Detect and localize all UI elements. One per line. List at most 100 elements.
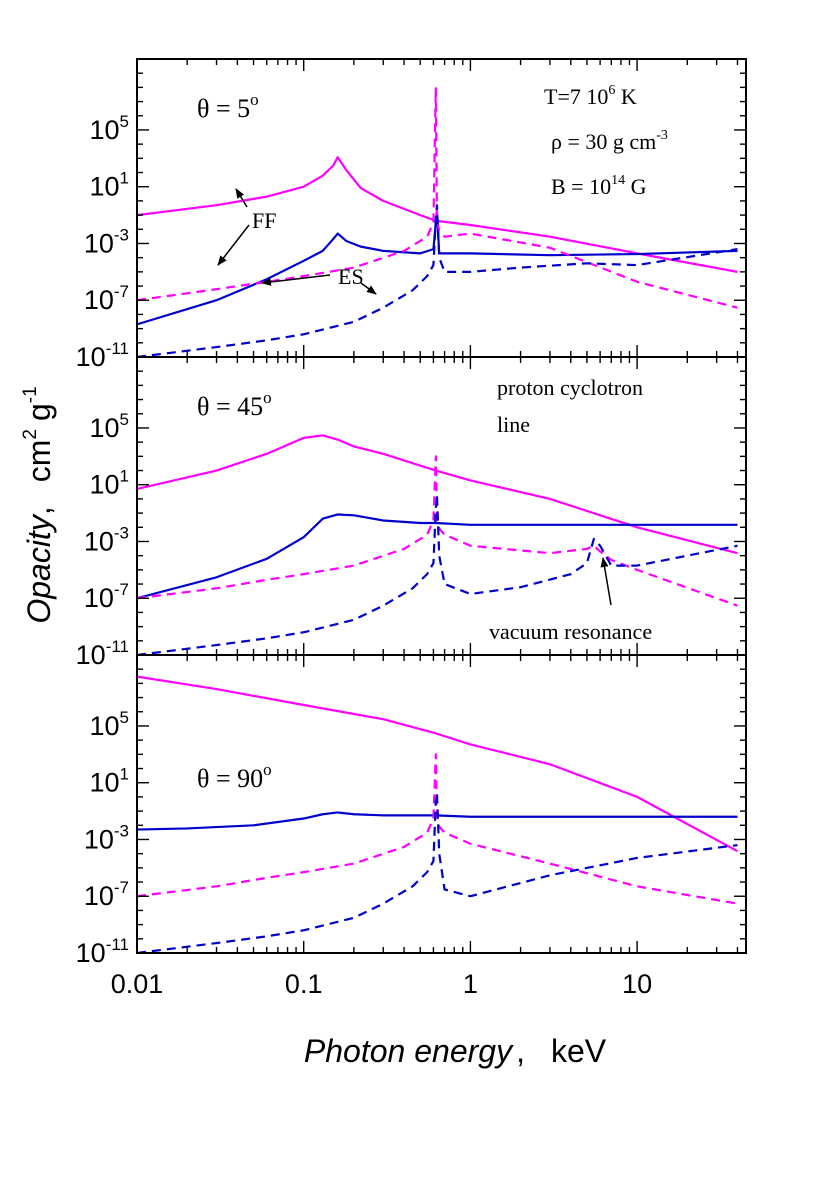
y-tick-base: 10 <box>84 583 114 613</box>
y-axis-title: Opacity, cm2 g-1 <box>20 386 57 623</box>
y-tick-label-middle: 105 <box>89 410 129 443</box>
theta-label-top: θ = 5o <box>197 90 259 123</box>
y-tick-labels: 10510110-310-710-1110510110-310-710-1110… <box>76 112 129 968</box>
field-unit: G <box>625 174 647 199</box>
x-axis-title-unit: keV <box>551 1033 607 1069</box>
y-axis-unit-g: g <box>21 403 57 421</box>
y-tick-base: 10 <box>76 938 106 968</box>
y-tick-exponent: 5 <box>120 410 129 429</box>
temperature-label: T=7 106 K <box>544 83 637 109</box>
y-tick-exponent: -3 <box>114 821 129 840</box>
es-arrow-dashed <box>360 282 377 295</box>
panel-frame-bottom <box>136 654 747 954</box>
y-tick-base: 10 <box>84 228 114 258</box>
theta-label-middle: θ = 45o <box>197 388 272 421</box>
series-line-blue-dashed-bottom <box>137 791 738 953</box>
theta-sup-bottom: o <box>263 760 272 779</box>
y-tick-label-middle: 10-7 <box>84 580 129 613</box>
y-tick-label-bottom: 10-7 <box>84 878 129 911</box>
temperature-text: T=7 10 <box>544 84 608 109</box>
cyclotron-label-line1: proton cyclotron <box>497 375 643 400</box>
theta-text-bottom: θ = 90 <box>197 764 263 793</box>
y-tick-base: 10 <box>84 526 114 556</box>
y-axis-title-group: Opacity, cm2 g-1 <box>20 386 57 623</box>
es-label: ES <box>338 264 364 289</box>
es-arrow-solid <box>261 274 331 286</box>
y-tick-exponent: -7 <box>114 580 129 599</box>
temperature-exp: 6 <box>608 83 615 98</box>
y-tick-exponent: -7 <box>114 282 129 301</box>
panels-layer <box>136 58 747 954</box>
y-tick-base: 10 <box>89 768 119 798</box>
series-line-magenta-dashed-top <box>137 86 738 309</box>
y-tick-base: 10 <box>89 172 119 202</box>
x-tick-label: 0.1 <box>285 969 323 999</box>
theta-sup-top: o <box>250 90 259 109</box>
y-tick-exponent: 1 <box>120 169 129 188</box>
y-tick-label-bottom: 101 <box>89 765 129 798</box>
x-axis-title-separator: , <box>516 1033 525 1069</box>
y-tick-exponent: 1 <box>120 765 129 784</box>
y-tick-exponent: -11 <box>106 935 129 954</box>
series-line-magenta-solid-bottom <box>137 675 738 853</box>
y-tick-label-top: 105 <box>89 112 129 145</box>
theta-label-bottom: θ = 90o <box>197 760 272 793</box>
series-line-magenta-dashed-middle <box>137 455 738 607</box>
x-axis-title-italic: Photon energy <box>304 1033 514 1069</box>
y-axis-unit-cm: cm <box>21 440 57 483</box>
x-tick-labels: 0.01 0.1 1 10 <box>111 969 652 999</box>
density-text: ρ = 30 g cm <box>551 129 656 154</box>
y-tick-label-bottom: 10-3 <box>84 821 129 854</box>
y-tick-base: 10 <box>84 285 114 315</box>
series-line-blue-solid-middle <box>137 513 738 600</box>
panel-top-series <box>137 86 738 357</box>
y-tick-base: 10 <box>89 413 119 443</box>
series-line-magenta-dashed-bottom <box>137 753 738 905</box>
y-tick-base: 10 <box>89 711 119 741</box>
x-tick-label: 10 <box>622 969 652 999</box>
field-text: B = 10 <box>551 174 611 199</box>
y-tick-base: 10 <box>76 342 106 372</box>
panel-bottom-series <box>137 675 738 953</box>
y-tick-label-top: 101 <box>89 169 129 202</box>
y-tick-exponent: -3 <box>114 523 129 542</box>
y-tick-exponent: -11 <box>106 637 129 656</box>
y-tick-label-middle: 10-11 <box>76 637 129 670</box>
y-tick-base: 10 <box>89 470 119 500</box>
ff-arrow-solid <box>235 188 248 208</box>
y-tick-label-top: 10-7 <box>84 282 129 315</box>
y-tick-label-bottom: 10-11 <box>76 935 129 968</box>
y-tick-base: 10 <box>84 824 114 854</box>
series-line-magenta-solid-top <box>137 156 738 273</box>
y-axis-title-italic: Opacity <box>21 513 57 623</box>
y-axis-unit-cm-exp: 2 <box>20 429 41 440</box>
y-tick-exponent: -3 <box>114 225 129 244</box>
y-tick-label-middle: 101 <box>89 467 129 500</box>
x-tick-label: 1 <box>463 969 478 999</box>
vacuum-resonance-arrow <box>600 557 612 606</box>
series-line-blue-solid-bottom <box>137 811 738 831</box>
series-line-magenta-solid-middle <box>137 434 738 555</box>
y-tick-label-bottom: 105 <box>89 708 129 741</box>
y-tick-label-top: 10-11 <box>76 339 129 372</box>
y-tick-exponent: -7 <box>114 878 129 897</box>
cyclotron-label-line2: line <box>497 412 530 437</box>
panel-bottom <box>136 654 747 954</box>
ff-arrow-dashed <box>217 224 250 266</box>
field-exp: 14 <box>611 173 625 188</box>
theta-text-top: θ = 5 <box>197 94 250 123</box>
field-label: B = 1014 G <box>551 173 647 199</box>
theta-sup-middle: o <box>263 388 272 407</box>
y-tick-exponent: 5 <box>120 112 129 131</box>
density-label: ρ = 30 g cm-3 <box>551 128 668 154</box>
y-tick-exponent: 5 <box>120 708 129 727</box>
y-tick-label-middle: 10-3 <box>84 523 129 556</box>
y-tick-exponent: -11 <box>106 339 129 358</box>
y-tick-exponent: 1 <box>120 467 129 486</box>
density-exp: -3 <box>656 128 668 143</box>
panel-middle-series <box>137 434 738 655</box>
y-tick-base: 10 <box>89 115 119 145</box>
y-axis-unit-g-exp: -1 <box>20 386 41 403</box>
vacuum-resonance-label: vacuum resonance <box>489 619 652 644</box>
